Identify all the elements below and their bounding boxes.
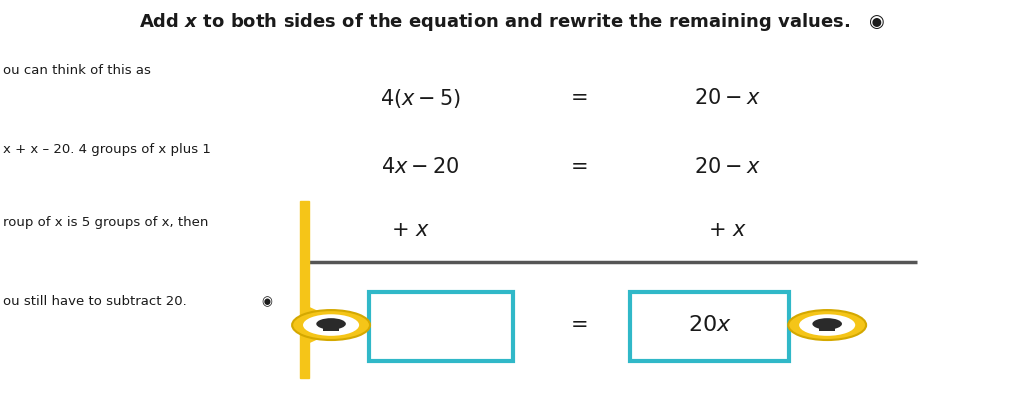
Text: $+\ x$: $+\ x$ <box>391 221 429 240</box>
FancyBboxPatch shape <box>369 292 512 361</box>
Text: Add $\bfit{x}$ to both sides of the equation and rewrite the remaining values.  : Add $\bfit{x}$ to both sides of the equa… <box>139 11 886 33</box>
Circle shape <box>317 318 345 329</box>
Circle shape <box>800 314 855 336</box>
Text: $4(x - 5)$: $4(x - 5)$ <box>379 87 461 110</box>
Text: =: = <box>570 158 588 177</box>
Polygon shape <box>309 307 347 343</box>
Text: $+\ x$: $+\ x$ <box>708 221 747 240</box>
Text: $20 - x$: $20 - x$ <box>694 89 762 108</box>
Text: ou still have to subtract 20.: ou still have to subtract 20. <box>3 295 187 308</box>
FancyBboxPatch shape <box>630 292 789 361</box>
Circle shape <box>813 318 842 329</box>
FancyBboxPatch shape <box>819 327 835 331</box>
Text: ou can think of this as: ou can think of this as <box>3 65 151 77</box>
Bar <box>300 201 309 378</box>
Text: $20x$: $20x$ <box>688 315 732 335</box>
Text: =: = <box>570 89 588 108</box>
Circle shape <box>788 310 866 340</box>
Circle shape <box>292 310 370 340</box>
Text: =: = <box>570 315 588 335</box>
Text: x + x – 20. 4 groups of x plus 1: x + x – 20. 4 groups of x plus 1 <box>3 143 211 156</box>
Circle shape <box>303 314 359 336</box>
Text: ◉: ◉ <box>261 295 273 308</box>
FancyBboxPatch shape <box>323 327 339 331</box>
Text: $20 - x$: $20 - x$ <box>694 158 762 177</box>
Text: $4x - 20$: $4x - 20$ <box>381 158 459 177</box>
Text: roup of x is 5 groups of x, then: roup of x is 5 groups of x, then <box>3 216 208 229</box>
